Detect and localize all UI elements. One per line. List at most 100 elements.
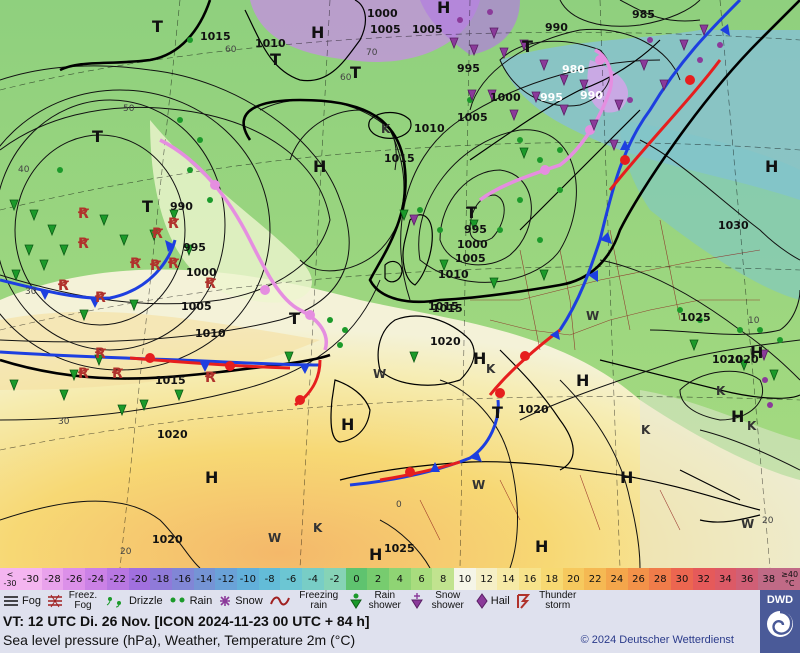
scale-cell: 32 <box>692 568 715 590</box>
isobar-labels: 1015 1010 1000 1005 1005 990 985 980 995… <box>152 7 759 555</box>
isobar-label: 995 <box>464 223 487 236</box>
scale-cell: -28 <box>41 568 64 590</box>
isobar-label: 1010 <box>195 327 226 340</box>
temp-label: 10 <box>748 316 760 326</box>
legend-label: Rain shower <box>368 590 401 611</box>
scale-cell: 4 <box>388 568 411 590</box>
legend-label: Freez. Fog <box>68 590 98 611</box>
symbol-legend: Fog Freez. Fog Drizzle Rain Snow Freezin… <box>0 590 760 612</box>
scale-high-top: ≥40 <box>781 570 799 579</box>
weather-letters: K K W W W K K K W K W <box>268 122 757 545</box>
isobar-label: 995 <box>457 62 480 75</box>
low-center: T <box>142 197 153 216</box>
scale-cell: 12 <box>475 568 498 590</box>
copyright-notice: © 2024 Deutscher Wetterdienst <box>580 634 734 646</box>
isobar-label: 1010 <box>414 122 445 135</box>
high-center: H <box>765 157 778 176</box>
scale-cell: 26 <box>627 568 650 590</box>
high-center: H <box>437 0 450 17</box>
hail-icon <box>476 593 488 609</box>
temp-label: 0 <box>396 500 402 510</box>
snow-shower-icon <box>410 593 423 609</box>
scale-cell: 38 <box>757 568 780 590</box>
high-center: H <box>576 371 589 390</box>
fronts <box>0 0 742 487</box>
isobar-label: 1020 <box>157 428 188 441</box>
temperature-scale: < -30 -30 -28 -26 -24 -22 -20 -18 -16 -14 -12 -10-… <box>0 568 800 590</box>
scale-cell: 8 <box>432 568 455 590</box>
isobar-label: 1015 <box>200 30 231 43</box>
high-center: H <box>620 468 633 487</box>
scale-cell: -10 <box>237 568 259 590</box>
high-center: H <box>205 468 218 487</box>
cold-front-atlantic-north <box>0 239 177 300</box>
isobar-label: 1030 <box>718 219 749 232</box>
isobar-label: 1025 <box>680 311 711 324</box>
country-borders <box>419 219 761 541</box>
isobar-label: 1020 <box>728 353 759 366</box>
isobar-label: 1000 <box>490 91 521 104</box>
svg-text:Ꞧ: Ꞧ <box>204 370 216 386</box>
scale-cell: 28 <box>649 568 672 590</box>
snow-icon <box>220 596 231 606</box>
chart-subtitle: Sea level pressure (hPa), Weather, Tempe… <box>3 632 356 648</box>
wx-label: W <box>741 517 754 531</box>
scale-cell: -2 <box>323 568 346 590</box>
cold-area-greenland <box>250 0 480 62</box>
graticule <box>0 0 800 568</box>
wx-label: K <box>747 419 757 433</box>
legend-thunderstorm: Thunder storm <box>513 590 586 612</box>
high-center: H <box>341 415 354 434</box>
temp-label: 50 <box>123 104 135 114</box>
temp-label: 70 <box>366 48 378 58</box>
svg-text:Ꞧ: Ꞧ <box>204 276 216 292</box>
scale-cell: 6 <box>410 568 433 590</box>
coast-iberia-france <box>377 315 475 386</box>
legend-hail: Hail <box>473 590 513 612</box>
isobar-label: 980 <box>562 63 585 76</box>
isobar-label: 1025 <box>384 542 415 555</box>
scale-high-end: ≥40 °C <box>779 568 800 590</box>
isobar-label: 1020 <box>712 353 743 366</box>
isobar-label: 990 <box>580 89 603 102</box>
wx-label: W <box>268 531 281 545</box>
precip-symbols: ꞦꞦꞦ ꞦꞦꞦ ꞦꞦꞦ ꞦꞦ Ꞧ ꞦꞦ <box>9 9 783 417</box>
isobar-label: 1010 <box>438 268 469 281</box>
scale-cell: -6 <box>280 568 303 590</box>
scale-cell: 10 <box>454 568 476 590</box>
isobar-label: 1005 <box>412 23 443 36</box>
scale-cell: -8 <box>258 568 281 590</box>
svg-text:Ꞧ: Ꞧ <box>111 366 123 382</box>
warm-sector <box>150 120 312 303</box>
scale-cell: -20 <box>128 568 151 590</box>
low-center: T <box>522 37 533 56</box>
occlusion-front-atlantic <box>159 138 328 351</box>
scale-cell: 18 <box>540 568 563 590</box>
legend-drizzle: Drizzle <box>103 590 166 612</box>
legend-fog: Fog <box>0 590 44 612</box>
svg-text:Ꞧ: Ꞧ <box>151 226 163 242</box>
legend-label: Snow <box>235 595 263 607</box>
thick-isobars <box>0 0 800 380</box>
isobar-label: 1005 <box>455 252 486 265</box>
scale-cell: 30 <box>671 568 693 590</box>
isobar-label: 1015 <box>384 152 415 165</box>
isobar-label: 1020 <box>152 533 183 546</box>
isobar-label: 990 <box>170 200 193 213</box>
coast-iberia-west <box>330 379 371 443</box>
temp-label: 60 <box>225 45 237 55</box>
isobar-label: 995 <box>540 91 563 104</box>
isobar-label: 985 <box>632 8 655 21</box>
isobar-label: 990 <box>545 21 568 34</box>
low-center: T <box>492 403 503 422</box>
temp-label: 20 <box>762 516 774 526</box>
legend-label: Fog <box>22 595 41 607</box>
coast-east-med <box>679 469 761 523</box>
scale-cell: 0 <box>345 568 368 590</box>
isobar-label: 1015 <box>155 374 186 387</box>
isobar-label: 1010 <box>255 37 286 50</box>
svg-text:Ꞧ: Ꞧ <box>57 278 69 294</box>
coastlines <box>244 0 800 523</box>
cold-front-atlantic-mid <box>0 350 321 367</box>
freezing-rain-icon <box>269 596 290 606</box>
